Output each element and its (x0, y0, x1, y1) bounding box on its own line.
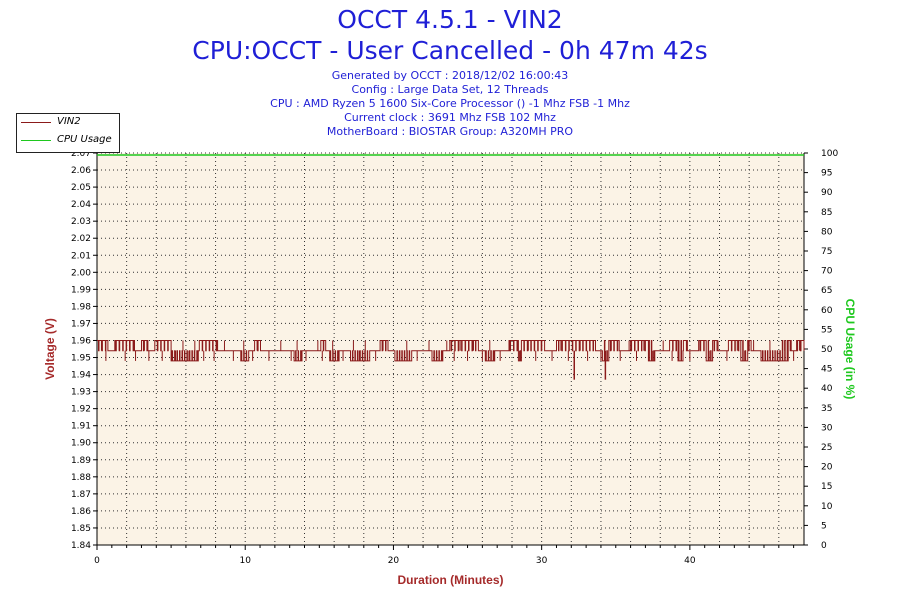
y-left-tick-label: 1.98 (71, 302, 91, 312)
y-right-tick-label: 50 (821, 345, 833, 355)
y-left-tick-label: 1.91 (71, 422, 91, 432)
y-left-tick-label: 2.01 (71, 251, 91, 261)
y-right-tick-label: 75 (821, 247, 832, 257)
y-left-tick-label: 1.85 (71, 524, 91, 534)
y-left-tick-label: 2.04 (71, 200, 91, 210)
x-tick-label: 0 (94, 556, 100, 566)
y-right-tick-label: 10 (821, 502, 833, 512)
y-right-tick-label: 60 (821, 306, 833, 316)
legend-label-cpu-usage: CPU Usage (57, 134, 112, 145)
x-axis-title: Duration (Minutes) (398, 573, 504, 587)
y-right-tick-label: 65 (821, 286, 832, 296)
y-left-tick-label: 1.94 (71, 371, 91, 381)
y-left-tick-label: 1.89 (71, 456, 91, 466)
y-right-tick-label: 20 (821, 463, 833, 473)
y-right-tick-label: 35 (821, 404, 832, 414)
legend: VIN2 CPU Usage (16, 113, 120, 153)
y-left-tick-label: 2.00 (71, 268, 91, 278)
info-cpu: CPU : AMD Ryzen 5 1600 Six-Core Processo… (270, 97, 630, 110)
y-left-tick-label: 1.97 (71, 319, 91, 329)
y-right-tick-label: 40 (821, 384, 833, 394)
y-left-tick-label: 2.06 (71, 166, 91, 176)
y-left-axis-title: Voltage (V) (43, 318, 57, 380)
chart-title: OCCT 4.5.1 - VIN2 (337, 5, 563, 34)
info-generated: Generated by OCCT : 2018/12/02 16:00:43 (331, 69, 569, 82)
legend-label-vin2: VIN2 (57, 116, 81, 127)
y-right-tick-label: 80 (821, 227, 833, 237)
y-left-tick-label: 1.87 (71, 490, 91, 500)
x-tick-label: 40 (684, 556, 696, 566)
y-right-tick-label: 90 (821, 188, 833, 198)
y-right-tick-label: 95 (821, 169, 832, 179)
y-left-tick-label: 2.03 (71, 217, 91, 227)
x-tick-label: 10 (239, 556, 251, 566)
info-motherboard: MotherBoard : BIOSTAR Group: A320MH PRO (326, 125, 574, 138)
y-left-tick-label: 1.84 (71, 541, 91, 551)
y-left-tick-label: 1.99 (71, 285, 91, 295)
y-left-tick-label: 1.92 (71, 405, 91, 415)
y-right-tick-label: 85 (821, 208, 832, 218)
y-right-tick-label: 30 (821, 423, 833, 433)
legend-swatch-cpu-usage (21, 140, 51, 141)
y-right-tick-label: 0 (821, 541, 827, 551)
y-left-tick-label: 2.02 (71, 234, 91, 244)
y-right-tick-label: 70 (821, 267, 833, 277)
chart-subtitle: CPU:OCCT - User Cancelled - 0h 47m 42s (192, 36, 708, 65)
y-left-tick-label: 1.93 (71, 388, 91, 398)
y-right-axis-title: CPU Usage (in %) (843, 299, 857, 400)
legend-item-cpu-usage: CPU Usage (17, 133, 119, 149)
y-right-tick-label: 25 (821, 443, 832, 453)
x-tick-label: 30 (536, 556, 548, 566)
y-left-tick-label: 1.96 (71, 336, 91, 346)
y-left-tick-label: 2.07 (71, 149, 91, 159)
y-right-tick-label: 100 (821, 149, 838, 159)
y-right-tick-label: 15 (821, 482, 832, 492)
info-config: Config : Large Data Set, 12 Threads (351, 83, 549, 96)
y-right-tick-label: 55 (821, 325, 832, 335)
y-right-tick-label: 45 (821, 365, 832, 375)
x-tick-label: 20 (388, 556, 400, 566)
y-left-tick-label: 2.05 (71, 183, 91, 193)
legend-swatch-vin2 (21, 122, 51, 123)
y-left-tick-label: 1.95 (71, 354, 91, 364)
info-clock: Current clock : 3691 Mhz FSB 102 Mhz (344, 111, 556, 124)
y-left-tick-label: 1.88 (71, 473, 91, 483)
y-right-tick-label: 5 (821, 521, 827, 531)
legend-item-vin2: VIN2 (17, 115, 119, 131)
y-left-tick-label: 1.86 (71, 507, 91, 517)
y-left-tick-label: 1.90 (71, 439, 91, 449)
